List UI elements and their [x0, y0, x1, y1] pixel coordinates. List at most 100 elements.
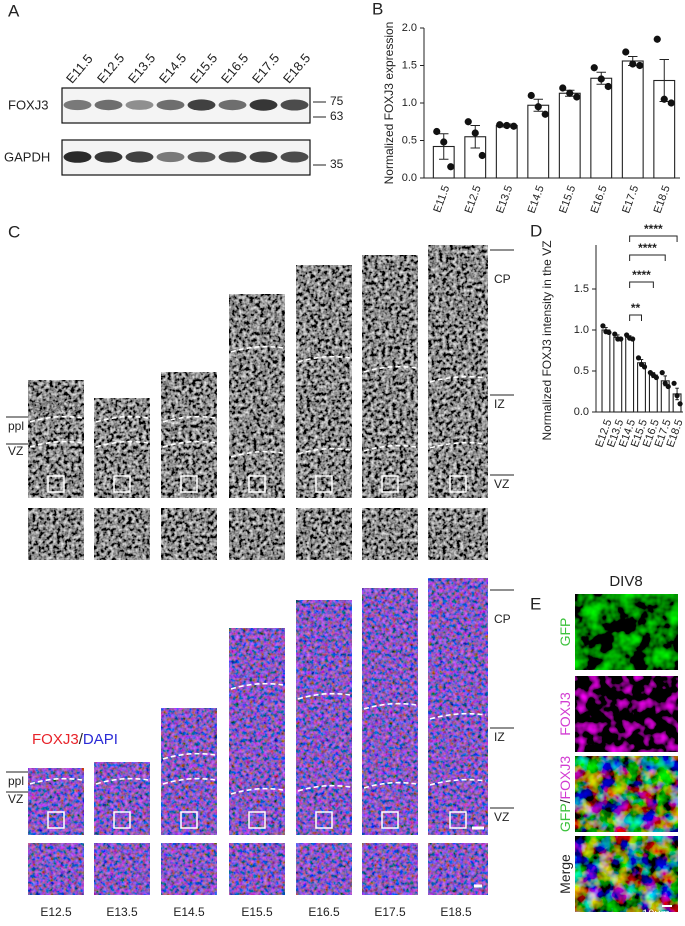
label-part: GFP [557, 803, 573, 832]
blot-band [156, 151, 185, 163]
layer-label: VZ [494, 810, 509, 824]
tissue-image [229, 628, 285, 835]
layer-boundary [429, 778, 487, 786]
culture-image [575, 676, 678, 752]
layer-label: CP [494, 612, 511, 626]
x-tick-label: E13.5 [494, 184, 515, 215]
panel-label: A [8, 1, 20, 20]
layer-boundary [230, 682, 284, 690]
x-tick-label: E16.5 [589, 184, 610, 215]
tissue-image [28, 768, 84, 835]
bar [558, 92, 581, 179]
y-tick-label: 2.0 [402, 22, 417, 34]
blot-band [125, 151, 154, 163]
data-point [635, 355, 642, 361]
error-bar [470, 125, 480, 149]
age-label: E12.5 [40, 905, 72, 919]
layer-boundary [29, 752, 83, 760]
y-tick-label: 0.0 [402, 172, 417, 184]
data-point [622, 48, 630, 56]
data-point [440, 138, 448, 146]
roi-box [449, 475, 467, 493]
error-bar [439, 133, 449, 160]
layer-boundary [230, 450, 284, 458]
zoom-image [229, 508, 285, 560]
zoom-image [94, 508, 150, 560]
layer-boundary [230, 345, 284, 353]
layer-boundary [363, 702, 417, 710]
significance-bracket [629, 281, 654, 288]
data-point [597, 75, 605, 83]
data-point [573, 93, 581, 101]
tissue-image [161, 372, 217, 498]
blot-band [187, 151, 216, 163]
layer-label: ppl [8, 419, 24, 433]
layer-boundary [230, 787, 284, 795]
layer-boundary [95, 777, 149, 785]
blot-band [280, 99, 309, 111]
layer-boundary [29, 440, 83, 448]
layer-boundary [363, 365, 417, 373]
blot-band [94, 99, 123, 111]
data-point [590, 64, 598, 72]
layer-boundary [429, 712, 487, 720]
stain-label: FOXJ3 [32, 399, 79, 416]
roi-box [315, 811, 333, 829]
y-tick-label: 1.5 [402, 59, 417, 71]
blot-band [218, 151, 247, 163]
roi-box [47, 475, 65, 493]
layer-label: VZ [494, 477, 509, 491]
layer-label: ppl [8, 774, 24, 788]
blot-band [187, 99, 216, 111]
lane-label: E17.5 [249, 50, 282, 86]
blot-band [218, 99, 247, 111]
panel-label: D [530, 221, 542, 240]
tissue-image [362, 255, 418, 498]
age-label: E18.5 [440, 905, 472, 919]
age-label: E17.5 [374, 905, 406, 919]
x-tick-label: E12.5 [463, 184, 484, 215]
data-point [677, 401, 683, 407]
y-tick-label: 0.5 [402, 134, 417, 146]
culture-image [575, 756, 678, 832]
zoom-image [296, 508, 352, 560]
blot-band [63, 99, 92, 111]
lane-label: E15.5 [187, 50, 220, 86]
label-part: / [557, 799, 573, 803]
layer-boundary [297, 447, 351, 455]
channel-label: Merge [557, 854, 573, 894]
roi-box [248, 811, 266, 829]
significance-bracket [629, 314, 642, 321]
layer-boundary [162, 440, 216, 448]
zoom-image [428, 508, 488, 560]
bar [613, 336, 623, 413]
y-tick-label: 0.5 [574, 365, 589, 377]
row-label: FOXJ3 [8, 97, 48, 112]
label-part: Merge [557, 854, 573, 894]
marker-label: 75 [330, 94, 344, 108]
panel-label: C [8, 222, 20, 241]
zoom-image [161, 843, 217, 895]
y-tick-label: 1.0 [574, 324, 589, 336]
data-point [653, 35, 661, 43]
data-point [447, 163, 455, 171]
tissue-image [428, 578, 488, 835]
data-point [471, 129, 479, 137]
label-part: FOXJ3 [32, 731, 79, 748]
x-tick-label: E17.5 [620, 184, 641, 215]
layer-boundary [297, 692, 351, 700]
data-point [559, 84, 567, 92]
label-part: GFP [557, 618, 573, 647]
layer-boundary [363, 781, 417, 789]
blot-band [94, 151, 123, 163]
y-tick-label: 0.0 [574, 406, 589, 418]
data-point [629, 60, 637, 68]
roi-box [180, 811, 198, 829]
layer-boundary [363, 444, 417, 452]
layer-boundary [162, 752, 216, 760]
layer-label: VZ [8, 792, 23, 806]
roi-box [381, 811, 399, 829]
x-tick-label: E18.5 [652, 184, 673, 215]
significance-label: **** [638, 241, 657, 255]
significance-label: ** [631, 301, 641, 315]
